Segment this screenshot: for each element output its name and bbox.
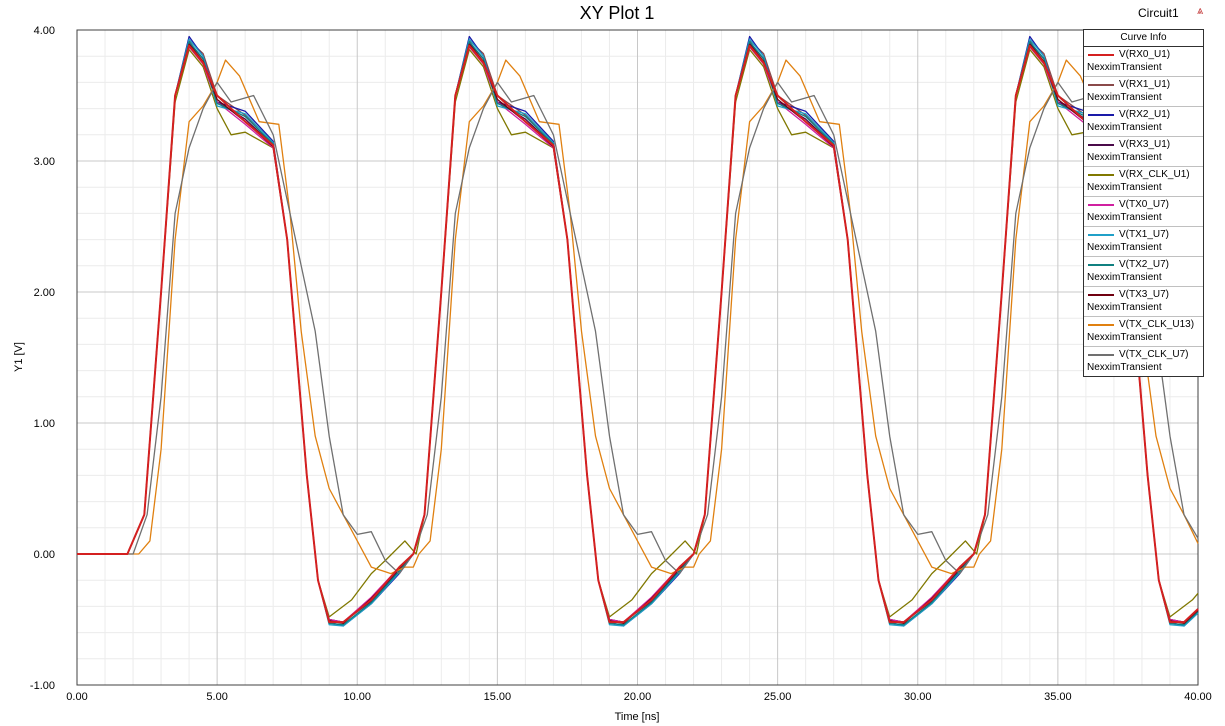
- y-tick-label: -1.00: [30, 680, 55, 692]
- y-tick-label: 0.00: [34, 549, 55, 561]
- x-tick-label: 0.00: [66, 691, 87, 703]
- legend-swatch: [1088, 54, 1114, 56]
- legend-item[interactable]: V(TX0_U7) NexximTransient: [1084, 197, 1203, 227]
- legend-series-source: NexximTransient: [1087, 332, 1162, 343]
- legend-series-name: V(TX3_U7): [1119, 289, 1170, 300]
- legend-swatch: [1088, 174, 1114, 176]
- legend-series-name: V(TX2_U7): [1119, 259, 1170, 270]
- legend-series-source: NexximTransient: [1087, 122, 1162, 133]
- legend-swatch: [1088, 354, 1114, 356]
- legend-swatch: [1088, 264, 1114, 266]
- x-axis-label: Time [ns]: [615, 711, 660, 723]
- legend-swatch: [1088, 294, 1114, 296]
- legend-series-source: NexximTransient: [1087, 62, 1162, 73]
- legend-item[interactable]: V(RX2_U1) NexximTransient: [1084, 107, 1203, 137]
- ansys-logo-icon: ⩓: [1197, 5, 1204, 17]
- y-axis-label: Y1 [V]: [13, 342, 25, 372]
- legend-swatch: [1088, 84, 1114, 86]
- legend-series-name: V(TX1_U7): [1119, 229, 1170, 240]
- legend-series-name: V(TX_CLK_U13): [1119, 319, 1195, 330]
- legend-series-source: NexximTransient: [1087, 362, 1162, 373]
- grid: [76, 29, 1199, 686]
- legend-item[interactable]: V(TX_CLK_U7) NexximTransient: [1084, 347, 1203, 377]
- legend-series-source: NexximTransient: [1087, 242, 1162, 253]
- legend-swatch: [1088, 144, 1114, 146]
- legend-series-name: V(TX0_U7): [1119, 199, 1170, 210]
- legend-series-source: NexximTransient: [1087, 212, 1162, 223]
- legend-swatch: [1088, 234, 1114, 236]
- legend-series-name: V(RX_CLK_U1): [1119, 169, 1190, 180]
- x-tick-label: 5.00: [206, 691, 227, 703]
- legend-series-name: V(RX2_U1): [1119, 109, 1171, 120]
- y-tick-label: 2.00: [34, 287, 55, 299]
- legend-swatch: [1088, 324, 1114, 326]
- legend-series-name: V(RX3_U1): [1119, 139, 1171, 150]
- legend-series-source: NexximTransient: [1087, 182, 1162, 193]
- circuit-name: Circuit1: [1138, 6, 1179, 20]
- series-line-v-tx-clk-u7[interactable]: [77, 81, 1199, 575]
- legend-item[interactable]: V(TX2_U7) NexximTransient: [1084, 257, 1203, 287]
- tick-labels: 0.00 5.00 10.00 15.00 20.00 25.00 30.00 35.00 40…: [30, 25, 1212, 703]
- legend-series-name: V(RX1_U1): [1119, 79, 1171, 90]
- legend-item[interactable]: V(RX_CLK_U1) NexximTransient: [1084, 167, 1203, 197]
- x-tick-label: 30.00: [904, 691, 932, 703]
- x-tick-label: 20.00: [624, 691, 652, 703]
- series-group[interactable]: [77, 35, 1199, 627]
- legend-item[interactable]: V(TX_CLK_U13) NexximTransient: [1084, 317, 1203, 347]
- legend-item[interactable]: V(RX3_U1) NexximTransient: [1084, 137, 1203, 167]
- legend-series-source: NexximTransient: [1087, 152, 1162, 163]
- chart-title: XY Plot 1: [580, 3, 655, 23]
- legend-series-name: V(RX0_U1): [1119, 49, 1171, 60]
- legend-swatch: [1088, 114, 1114, 116]
- y-tick-label: 3.00: [34, 156, 55, 168]
- legend-series-source: NexximTransient: [1087, 302, 1162, 313]
- legend-item[interactable]: V(TX1_U7) NexximTransient: [1084, 227, 1203, 257]
- legend-item[interactable]: V(TX3_U7) NexximTransient: [1084, 287, 1203, 317]
- legend-series-source: NexximTransient: [1087, 272, 1162, 283]
- x-tick-label: 10.00: [343, 691, 371, 703]
- x-tick-label: 25.00: [764, 691, 792, 703]
- legend-swatch: [1088, 204, 1114, 206]
- x-tick-label: 40.00: [1184, 691, 1212, 703]
- legend-series-source: NexximTransient: [1087, 92, 1162, 103]
- y-tick-label: 4.00: [34, 25, 55, 37]
- series-line-v-tx-clk-u13[interactable]: [77, 59, 1199, 575]
- x-tick-label: 35.00: [1044, 691, 1072, 703]
- x-tick-label: 15.00: [484, 691, 512, 703]
- legend-item[interactable]: V(RX1_U1) NexximTransient: [1084, 77, 1203, 107]
- curve-info-legend[interactable]: Curve Info V(RX0_U1) NexximTransient V(RX1…: [1083, 29, 1204, 377]
- series-line-v-rx0-u1[interactable]: [77, 44, 1199, 624]
- legend-item[interactable]: V(RX0_U1) NexximTransient: [1084, 47, 1203, 77]
- legend-heading: Curve Info: [1084, 30, 1203, 47]
- y-tick-label: 1.00: [34, 418, 55, 430]
- legend-series-name: V(TX_CLK_U7): [1119, 349, 1189, 360]
